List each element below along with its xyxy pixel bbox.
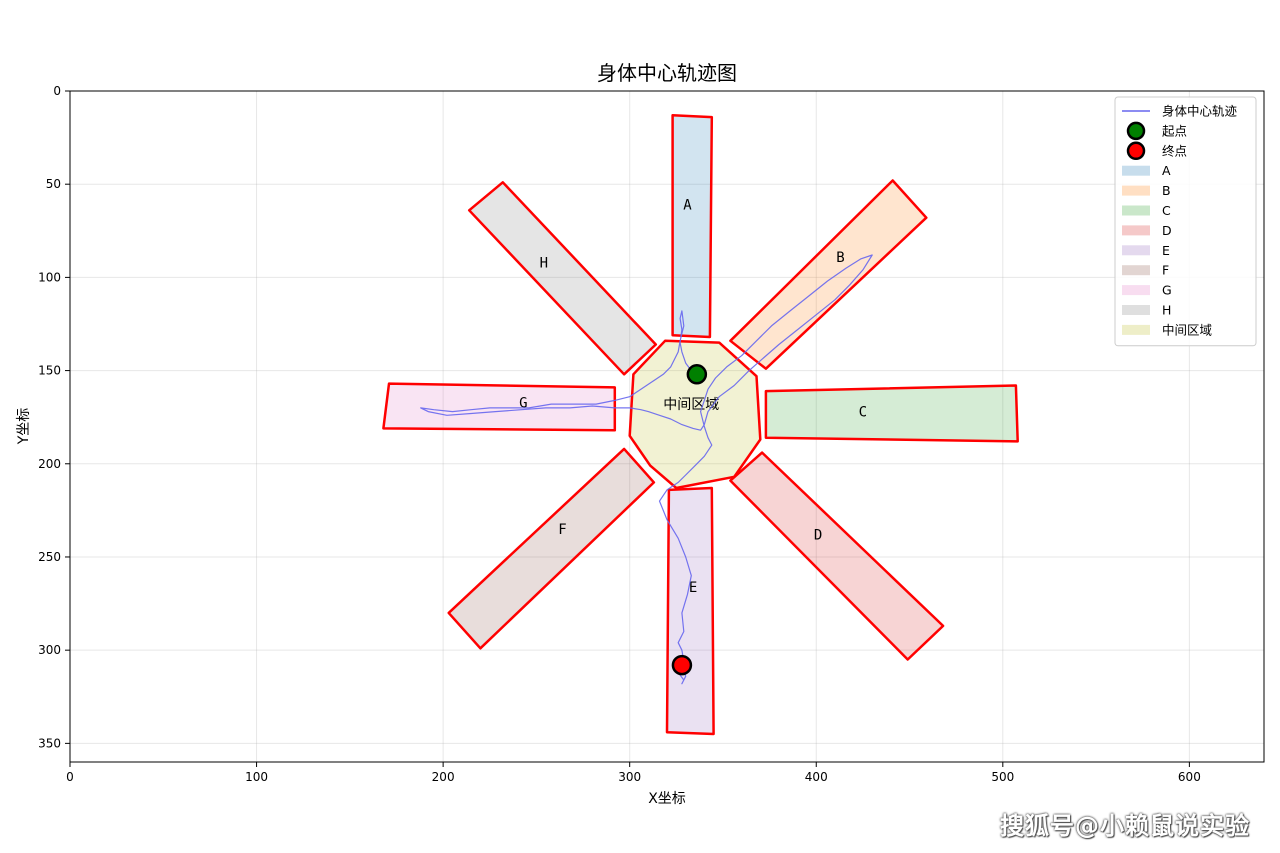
legend-swatch (1122, 225, 1150, 236)
legend-swatch (1122, 265, 1150, 276)
legend-label: C (1162, 203, 1171, 218)
region-E (665, 486, 715, 736)
legend-label: 身体中心轨迹 (1162, 104, 1238, 119)
y-tick-label: 150 (38, 364, 61, 378)
trajectory-line (420, 254, 873, 685)
region-label-F: F (558, 522, 566, 538)
legend-swatch (1126, 121, 1146, 141)
legend-swatch (1122, 285, 1150, 296)
region-F (447, 447, 656, 650)
legend-swatch (1122, 245, 1150, 256)
legend-swatch (1126, 141, 1146, 161)
legend-box (1114, 96, 1257, 347)
region-C (764, 384, 1019, 443)
x-axis-title: X坐标 (648, 791, 686, 807)
x-tick-label: 0 (66, 770, 74, 784)
legend-label: H (1162, 303, 1171, 318)
region-label-B: B (836, 250, 844, 266)
region-H (467, 181, 658, 376)
region-A (671, 113, 714, 339)
region-G (382, 382, 617, 432)
legend-label: 终点 (1162, 143, 1187, 158)
legend-swatch (1122, 205, 1150, 216)
x-axis-ticks: 0 100 200 300 400 500 600 (66, 762, 1201, 784)
x-tick-label: 600 (1178, 770, 1201, 784)
x-tick-label: 500 (991, 770, 1014, 784)
region-D (729, 451, 945, 661)
legend-swatch (1122, 165, 1150, 176)
legend-label: E (1162, 243, 1170, 258)
region-B (729, 179, 928, 370)
watermark: 搜狐号@小赖鼠说实验 (1000, 812, 1250, 840)
y-tick-label: 50 (46, 177, 61, 191)
legend-label: F (1162, 263, 1169, 278)
y-axis-ticks: 0 50 100 150 200 250 300 350 (38, 84, 70, 750)
region-label-E: E (689, 580, 697, 596)
x-tick-label: 300 (618, 770, 641, 784)
y-axis-title: Y坐标 (16, 408, 32, 446)
region-label-G: G (519, 395, 527, 411)
y-tick-label: 350 (38, 736, 61, 750)
x-tick-label: 400 (805, 770, 828, 784)
legend-label: D (1162, 223, 1172, 238)
x-tick-label: 100 (245, 770, 268, 784)
legend-swatch (1122, 185, 1150, 196)
终点-marker (671, 654, 693, 676)
region-label-C: C (859, 405, 867, 421)
legend-label: 中间区域 (1162, 322, 1212, 337)
legend-label: 起点 (1162, 123, 1187, 138)
y-tick-label: 100 (38, 270, 61, 284)
y-tick-label: 200 (38, 457, 61, 471)
y-tick-label: 0 (53, 84, 61, 98)
region-label-A: A (683, 198, 692, 214)
regions: A B C D E F G H 中间区域 (382, 113, 1019, 736)
起点-marker (686, 364, 708, 385)
legend-swatch (1122, 324, 1150, 335)
plot-frame (69, 90, 1265, 763)
chart-title: 身体中心轨迹图 (597, 61, 737, 85)
trajectory-layer (420, 254, 873, 685)
region-label-H: H (540, 255, 548, 271)
y-tick-label: 300 (38, 643, 61, 657)
region-中间区域 (628, 339, 762, 490)
region-label-中间区域: 中间区域 (663, 397, 719, 413)
legend-label: B (1162, 183, 1171, 198)
region-label-D: D (814, 528, 822, 544)
legend-label: G (1162, 283, 1172, 298)
x-tick-label: 200 (432, 770, 455, 784)
legend-swatch (1122, 305, 1150, 315)
y-tick-label: 250 (38, 550, 61, 564)
legend-label: A (1162, 163, 1171, 178)
